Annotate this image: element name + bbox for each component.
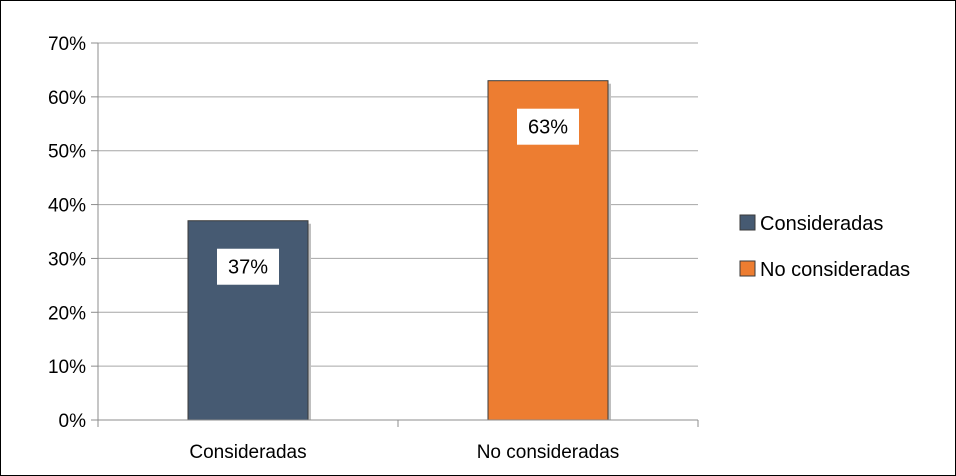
- legend: Consideradas No consideradas: [739, 213, 910, 281]
- y-tick-label: 40%: [48, 196, 86, 217]
- x-tick-label: Consideradas: [189, 442, 306, 463]
- y-tick-label: 50%: [48, 142, 86, 163]
- y-tick-label: 10%: [48, 357, 86, 378]
- legend-label: Consideradas: [760, 213, 883, 235]
- y-tick-label: 70%: [48, 34, 86, 55]
- legend-label: No consideradas: [760, 259, 910, 281]
- data-label-box: [517, 108, 579, 145]
- x-axis: [97, 43, 699, 427]
- bars: 37% 63%: [187, 80, 611, 421]
- y-axis-tick-labels: 0% 10% 20% 30% 40% 50% 60% 70%: [48, 34, 86, 432]
- y-tick-label: 60%: [48, 88, 86, 109]
- y-tick-label: 0%: [59, 411, 87, 432]
- legend-swatch: [739, 214, 756, 231]
- y-tick-label: 20%: [48, 303, 86, 324]
- data-label: 63%: [528, 117, 568, 139]
- data-label-box: [217, 248, 279, 285]
- data-label: 37%: [228, 257, 268, 279]
- legend-swatch: [739, 260, 756, 277]
- x-axis-tick-labels: Consideradas No consideradas: [189, 442, 619, 463]
- y-tick-label: 30%: [48, 249, 86, 270]
- x-tick-label: No consideradas: [477, 442, 620, 463]
